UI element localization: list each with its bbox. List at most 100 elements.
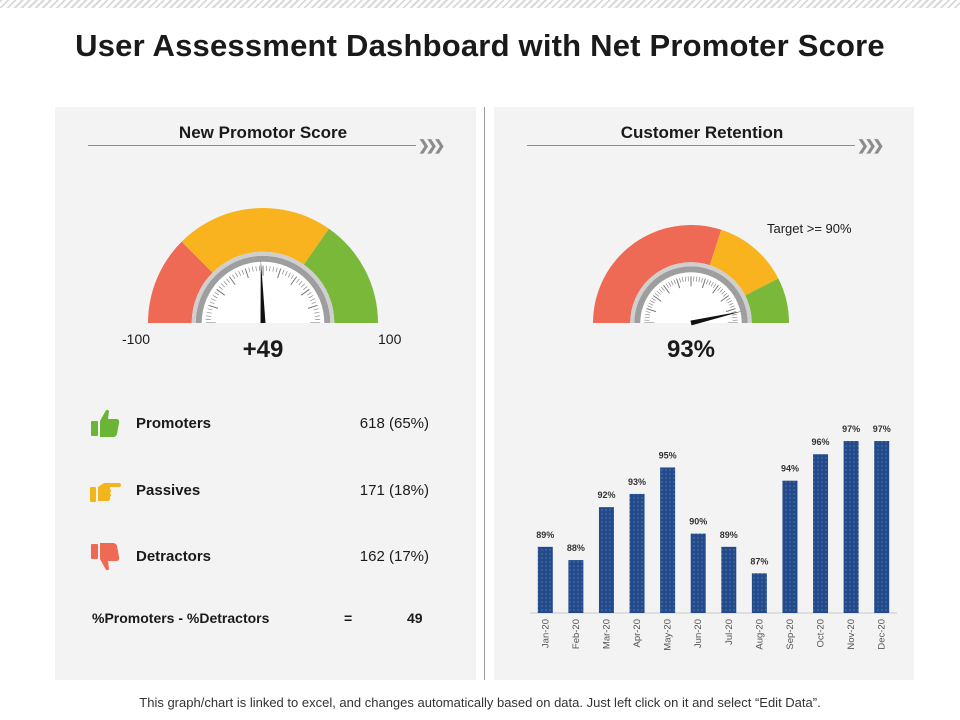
- gauge-tick: [668, 281, 672, 287]
- nps-formula-equals: =: [344, 610, 353, 626]
- gauge-tick: [701, 278, 706, 289]
- gauge-tick: [708, 280, 712, 286]
- panel-divider: [484, 107, 485, 680]
- gauge-tick: [701, 277, 703, 283]
- gauge-tick: [308, 295, 314, 299]
- gauge-tick: [226, 278, 230, 283]
- gauge-tick: [656, 290, 661, 295]
- gauge-tick: [232, 274, 236, 280]
- data-label-Jan-20: 89%: [536, 530, 554, 540]
- thumbs-down-icon: [91, 543, 120, 571]
- gauge-tick: [218, 286, 223, 290]
- gauge-tick: [720, 295, 730, 302]
- data-label-Feb-20: 88%: [567, 543, 585, 553]
- gauge-tick: [290, 276, 298, 286]
- gauge-tick: [306, 292, 312, 296]
- data-label-Oct-20: 96%: [812, 437, 830, 447]
- gauge-tick: [214, 292, 220, 296]
- gauge-tick: [300, 288, 310, 296]
- tick-label-Mar-20: Mar-20: [601, 619, 612, 649]
- top-decorative-stripe: [0, 0, 960, 8]
- gauge-tick: [645, 311, 651, 313]
- gauge-tick: [238, 271, 242, 276]
- tick-label-Dec-20: Dec-20: [877, 619, 888, 650]
- page-title: User Assessment Dashboard with Net Promo…: [75, 28, 885, 63]
- tick-label-Aug-20: Aug-20: [754, 619, 765, 650]
- gauge-tick: [695, 276, 698, 282]
- gauge-tick: [646, 308, 657, 313]
- gauge-tick: [269, 266, 271, 272]
- bar-Jun-20: [690, 533, 706, 613]
- gauge-tick: [706, 279, 709, 285]
- passives-value: 171 (18%): [359, 482, 429, 499]
- nps-title-rule: [88, 145, 416, 146]
- gauge-tick: [713, 283, 717, 288]
- tick-label-Jul-20: Jul-20: [724, 619, 735, 645]
- gauge-tick: [676, 278, 681, 289]
- gauge-tick: [710, 281, 714, 287]
- bar-Nov-20: [843, 441, 859, 613]
- gauge-tick: [726, 297, 731, 301]
- nps-panel: [55, 107, 476, 680]
- gauge-tick: [206, 315, 212, 317]
- gauge-tick: [298, 281, 303, 286]
- gauge-tick: [248, 267, 251, 273]
- tick-label-Feb-20: Feb-20: [571, 619, 582, 649]
- retention-gauge: [591, 224, 791, 326]
- nps-chevron-icon: ❯❯❯: [418, 137, 445, 153]
- data-label-Jun-20: 90%: [689, 517, 707, 527]
- gauge-tick: [648, 302, 654, 306]
- gauge-tick: [651, 297, 656, 301]
- gauge-tick: [679, 277, 681, 283]
- footnote: This graph/chart is linked to excel, and…: [139, 695, 821, 710]
- data-label-Mar-20: 92%: [597, 490, 615, 500]
- gauge-tick: [673, 279, 676, 285]
- gauge-tick: [729, 305, 735, 308]
- gauge-tick: [272, 266, 275, 272]
- gauge-tick: [721, 290, 726, 295]
- gauge-tick: [290, 274, 294, 280]
- gauge-tick: [303, 286, 308, 290]
- gauge-tick: [717, 286, 722, 292]
- retention-bar-chart: 89% Jan-20 88% Feb-20 92% Mar-20 93% Apr-20 95% M…: [530, 424, 897, 651]
- gauge-tick: [731, 313, 737, 316]
- gauge-tick: [216, 288, 226, 296]
- gauge-tick: [644, 316, 650, 319]
- tick-label-Sep-20: Sep-20: [785, 619, 796, 650]
- data-label-Sep-20: 94%: [781, 464, 799, 474]
- nps-formula-result: 49: [407, 610, 423, 626]
- retention-chevron-icon: ❯❯❯: [857, 137, 884, 153]
- gauge-tick: [207, 308, 213, 311]
- gauge-tick: [228, 276, 236, 286]
- bar-Mar-20: [598, 507, 614, 613]
- gauge-tick: [287, 272, 291, 278]
- bar-May-20: [660, 467, 676, 613]
- data-label-Dec-20: 97%: [873, 424, 891, 434]
- gauge-tick: [665, 283, 669, 288]
- nps-gauge-min-label: -100: [122, 331, 151, 347]
- gauge-tick: [251, 266, 254, 272]
- retention-panel-title: Customer Retention: [620, 123, 784, 142]
- bar-Apr-20: [629, 493, 645, 613]
- gauge-tick: [211, 298, 216, 302]
- gauge-tick: [670, 280, 674, 286]
- bar-Feb-20: [568, 560, 584, 613]
- tick-label-Apr-20: Apr-20: [632, 619, 643, 648]
- gauge-tick: [255, 266, 257, 272]
- data-label-Apr-20: 93%: [628, 477, 646, 487]
- gauge-tick: [728, 302, 734, 306]
- gauge-tick: [684, 276, 687, 282]
- bar-Sep-20: [782, 480, 798, 613]
- data-label-Aug-20: 87%: [750, 556, 768, 566]
- gauge-tick: [277, 268, 282, 279]
- gauge-tick: [719, 288, 724, 293]
- gauge-tick: [300, 283, 305, 288]
- gauge-tick: [658, 288, 663, 293]
- pointing-hand-icon: [90, 483, 121, 502]
- bar-Jul-20: [721, 546, 737, 613]
- tick-label-Jan-20: Jan-20: [540, 619, 551, 648]
- gauge-tick: [284, 271, 288, 276]
- gauge-tick: [235, 272, 239, 278]
- gauge-tick: [722, 292, 728, 297]
- gauge-tick: [732, 316, 738, 319]
